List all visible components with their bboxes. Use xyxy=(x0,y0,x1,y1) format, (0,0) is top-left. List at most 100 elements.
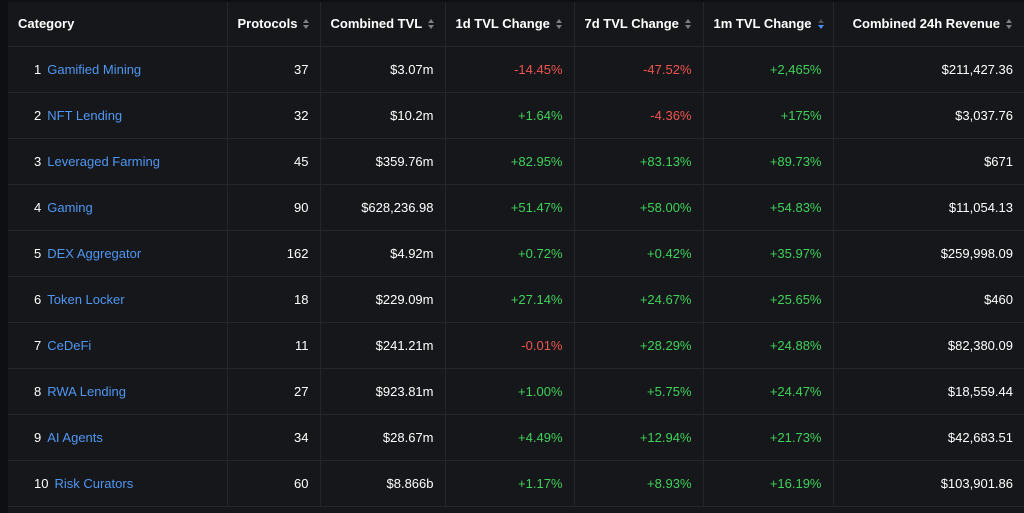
sort-icon[interactable] xyxy=(1006,18,1013,29)
table-row: 3 Leveraged Farming 45 $359.76m +82.95% +83.1… xyxy=(8,138,1024,185)
rank-number: 1 xyxy=(34,61,42,77)
categories-table: Category Protocols Combined TVL 1d TVL C… xyxy=(8,2,1024,507)
rank-number: 9 xyxy=(34,429,42,445)
tvl-1d-change-cell: +4.49% xyxy=(445,414,575,461)
revenue-24h-cell: $103,901.86 xyxy=(833,460,1024,507)
header-protocols[interactable]: Protocols xyxy=(227,2,321,47)
table-row: 1 Gamified Mining 37 $3.07m -14.45% -47.52% +2… xyxy=(8,46,1024,93)
protocols-cell: 34 xyxy=(227,414,321,461)
combined-tvl-cell: $923.81m xyxy=(320,368,446,415)
revenue-24h-cell: $211,427.36 xyxy=(833,46,1024,93)
revenue-24h-cell: $18,559.44 xyxy=(833,368,1024,415)
tvl-1d-change-cell: +27.14% xyxy=(445,276,575,323)
header-combined-24h-revenue[interactable]: Combined 24h Revenue xyxy=(833,2,1024,47)
header-1m-tvl-change[interactable]: 1m TVL Change xyxy=(703,2,834,47)
table-row: 4 Gaming 90 $628,236.98 +51.47% +58.00% +54.83… xyxy=(8,184,1024,231)
revenue-24h-cell: $11,054.13 xyxy=(833,184,1024,231)
category-cell: 8 RWA Lending xyxy=(8,368,228,415)
category-link[interactable]: Risk Curators xyxy=(54,475,134,491)
table-row: 7 CeDeFi 11 $241.21m -0.01% +28.29% +24.88% $82… xyxy=(8,322,1024,369)
tvl-1d-change-cell: +1.17% xyxy=(445,460,575,507)
tvl-1m-change-cell: +2,465% xyxy=(703,46,834,93)
category-link[interactable]: AI Agents xyxy=(47,429,103,445)
category-cell: 2 NFT Lending xyxy=(8,92,228,139)
table-row: 6 Token Locker 18 $229.09m +27.14% +24.67% +25… xyxy=(8,276,1024,323)
category-cell: 9 AI Agents xyxy=(8,414,228,461)
protocols-cell: 60 xyxy=(227,460,321,507)
tvl-1d-change-cell: -14.45% xyxy=(445,46,575,93)
revenue-24h-cell: $42,683.51 xyxy=(833,414,1024,461)
protocols-cell: 90 xyxy=(227,184,321,231)
rank-number: 4 xyxy=(34,199,42,215)
tvl-1d-change-cell: +51.47% xyxy=(445,184,575,231)
revenue-24h-cell: $3,037.76 xyxy=(833,92,1024,139)
table-row: 5 DEX Aggregator 162 $4.92m +0.72% +0.42% +35.… xyxy=(8,230,1024,277)
table-header-row: Category Protocols Combined TVL 1d TVL C… xyxy=(8,2,1024,47)
sort-descending-icon[interactable] xyxy=(817,18,825,29)
category-link[interactable]: Leveraged Farming xyxy=(47,153,160,169)
tvl-7d-change-cell: +0.42% xyxy=(574,230,704,277)
header-7d-tvl-change-label: 7d TVL Change xyxy=(584,16,679,32)
category-cell: 4 Gaming xyxy=(8,184,228,231)
header-protocols-label: Protocols xyxy=(237,16,298,32)
rank-number: 3 xyxy=(34,153,42,169)
sort-icon[interactable] xyxy=(555,18,563,29)
combined-tvl-cell: $628,236.98 xyxy=(320,184,446,231)
tvl-7d-change-cell: +28.29% xyxy=(574,322,704,369)
tvl-1m-change-cell: +25.65% xyxy=(703,276,834,323)
category-cell: 1 Gamified Mining xyxy=(8,46,228,93)
header-combined-tvl[interactable]: Combined TVL xyxy=(320,2,446,47)
category-link[interactable]: Gamified Mining xyxy=(47,61,142,77)
category-link[interactable]: NFT Lending xyxy=(47,107,123,123)
table-row: 9 AI Agents 34 $28.67m +4.49% +12.94% +21.73% $… xyxy=(8,414,1024,461)
rank-number: 5 xyxy=(34,245,42,261)
combined-tvl-cell: $241.21m xyxy=(320,322,446,369)
protocols-cell: 18 xyxy=(227,276,321,323)
table-row: 2 NFT Lending 32 $10.2m +1.64% -4.36% +175% $3,… xyxy=(8,92,1024,139)
tvl-1m-change-cell: +16.19% xyxy=(703,460,834,507)
category-cell: 10 Risk Curators xyxy=(8,460,228,507)
tvl-7d-change-cell: -4.36% xyxy=(574,92,704,139)
category-cell: 7 CeDeFi xyxy=(8,322,228,369)
rank-number: 8 xyxy=(34,383,42,399)
combined-tvl-cell: $359.76m xyxy=(320,138,446,185)
protocols-cell: 11 xyxy=(227,322,321,369)
tvl-1m-change-cell: +21.73% xyxy=(703,414,834,461)
rank-number: 6 xyxy=(34,291,42,307)
tvl-1d-change-cell: +0.72% xyxy=(445,230,575,277)
category-link[interactable]: CeDeFi xyxy=(47,337,92,353)
revenue-24h-cell: $671 xyxy=(833,138,1024,185)
tvl-1d-change-cell: +82.95% xyxy=(445,138,575,185)
tvl-1m-change-cell: +54.83% xyxy=(703,184,834,231)
sort-icon[interactable] xyxy=(428,18,435,29)
tvl-1m-change-cell: +24.47% xyxy=(703,368,834,415)
category-link[interactable]: Gaming xyxy=(47,199,93,215)
categories-table-container: Category Protocols Combined TVL 1d TVL C… xyxy=(8,2,1024,513)
sort-icon[interactable] xyxy=(684,18,692,29)
sort-icon[interactable] xyxy=(303,18,310,29)
rank-number: 7 xyxy=(34,337,42,353)
tvl-7d-change-cell: +58.00% xyxy=(574,184,704,231)
tvl-1m-change-cell: +35.97% xyxy=(703,230,834,277)
tvl-1m-change-cell: +89.73% xyxy=(703,138,834,185)
header-1d-tvl-change[interactable]: 1d TVL Change xyxy=(445,2,575,47)
tvl-7d-change-cell: -47.52% xyxy=(574,46,704,93)
category-link[interactable]: Token Locker xyxy=(47,291,125,307)
tvl-7d-change-cell: +12.94% xyxy=(574,414,704,461)
tvl-7d-change-cell: +83.13% xyxy=(574,138,704,185)
protocols-cell: 27 xyxy=(227,368,321,415)
revenue-24h-cell: $259,998.09 xyxy=(833,230,1024,277)
category-link[interactable]: RWA Lending xyxy=(47,383,127,399)
tvl-1m-change-cell: +175% xyxy=(703,92,834,139)
combined-tvl-cell: $28.67m xyxy=(320,414,446,461)
combined-tvl-cell: $4.92m xyxy=(320,230,446,277)
protocols-cell: 162 xyxy=(227,230,321,277)
category-link[interactable]: DEX Aggregator xyxy=(47,245,142,261)
header-combined-tvl-label: Combined TVL xyxy=(330,16,423,32)
header-category: Category xyxy=(8,2,228,47)
header-1m-tvl-change-label: 1m TVL Change xyxy=(713,16,812,32)
header-7d-tvl-change[interactable]: 7d TVL Change xyxy=(574,2,704,47)
combined-tvl-cell: $3.07m xyxy=(320,46,446,93)
category-cell: 6 Token Locker xyxy=(8,276,228,323)
protocols-cell: 45 xyxy=(227,138,321,185)
